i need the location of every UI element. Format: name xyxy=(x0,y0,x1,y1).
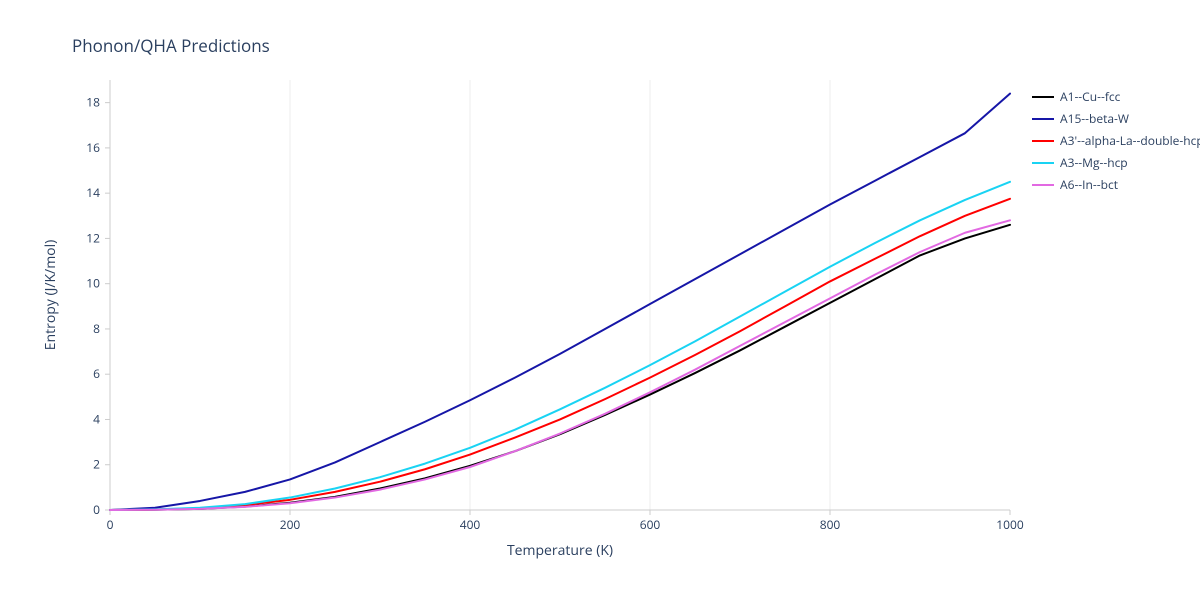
legend-item[interactable]: A3--Mg--hcp xyxy=(1032,152,1200,173)
y-axis-label: Entropy (J/K/mol) xyxy=(41,240,60,351)
legend-label: A15--beta-W xyxy=(1060,110,1129,127)
legend-label: A1--Cu--fcc xyxy=(1060,88,1120,105)
x-tick-label: 1000 xyxy=(996,516,1024,533)
plot-area: 0 200 400 600 800 1000 0 2 4 6 8 10 12 14 16 18 Temperat… xyxy=(0,0,1200,600)
y-tick-label: 16 xyxy=(86,139,100,156)
y-tick-label: 4 xyxy=(93,410,100,427)
series-line[interactable] xyxy=(110,225,1010,510)
legend-label: A3'--alpha-La--double-hcp xyxy=(1060,132,1200,149)
legend-swatch xyxy=(1032,140,1054,142)
legend-item[interactable]: A3'--alpha-La--double-hcp xyxy=(1032,130,1200,151)
x-tick-label: 400 xyxy=(460,516,481,533)
y-tick-label: 18 xyxy=(86,94,100,111)
x-axis-label: Temperature (K) xyxy=(507,541,613,560)
chart-container: Phonon/QHA Predictions 02004006008001000… xyxy=(0,0,1200,600)
y-tick-label: 12 xyxy=(86,229,100,246)
series-line[interactable] xyxy=(110,182,1010,510)
y-tick-label: 0 xyxy=(93,501,100,518)
y-tick-label: 14 xyxy=(86,184,100,201)
y-tick-label: 8 xyxy=(93,320,100,337)
legend-swatch xyxy=(1032,184,1054,186)
legend-item[interactable]: A6--In--bct xyxy=(1032,174,1200,195)
x-tick-label: 800 xyxy=(820,516,841,533)
x-tick-label: 600 xyxy=(640,516,661,533)
legend-swatch xyxy=(1032,118,1054,120)
y-tick-label: 2 xyxy=(93,456,100,473)
legend-item[interactable]: A1--Cu--fcc xyxy=(1032,86,1200,107)
series-line[interactable] xyxy=(110,94,1010,510)
legend-label: A3--Mg--hcp xyxy=(1060,154,1128,171)
legend-swatch xyxy=(1032,96,1054,98)
x-tick-label: 0 xyxy=(107,516,114,533)
legend-swatch xyxy=(1032,162,1054,164)
y-tick-label: 10 xyxy=(86,275,100,292)
x-tick-label: 200 xyxy=(280,516,301,533)
series-line[interactable] xyxy=(110,220,1010,510)
legend-label: A6--In--bct xyxy=(1060,176,1118,193)
y-tick-label: 6 xyxy=(93,365,100,382)
legend: A1--Cu--fcc A15--beta-W A3'--alpha-La--dou… xyxy=(1032,86,1200,196)
legend-item[interactable]: A15--beta-W xyxy=(1032,108,1200,129)
